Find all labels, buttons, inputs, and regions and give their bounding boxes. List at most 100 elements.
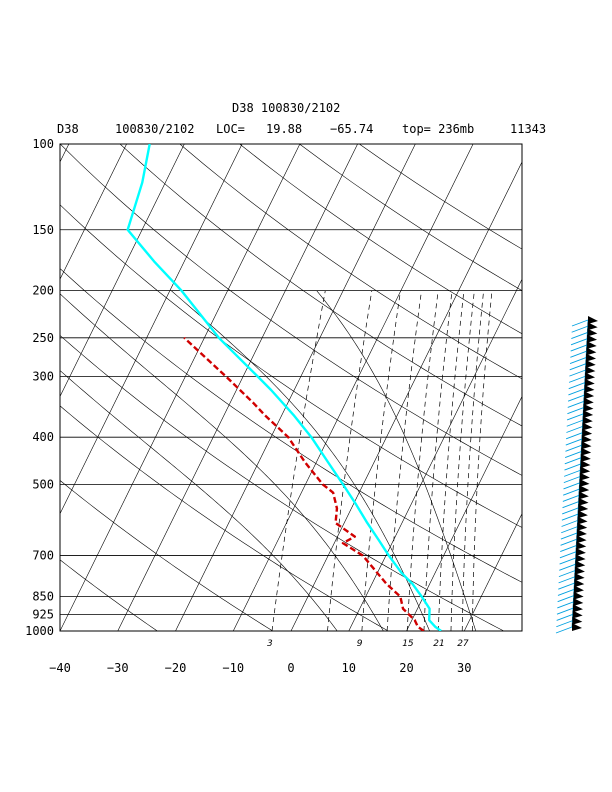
- wind-barb-shaft: [567, 407, 584, 415]
- mixing-ratio-line: [327, 290, 373, 631]
- subtitle-top: top= 236mb: [402, 122, 474, 136]
- wind-barb-pennant: [581, 441, 592, 450]
- chart-title: D38 100830/2102: [232, 101, 340, 115]
- wind-barb-pennant: [581, 435, 592, 444]
- wind-barb-shaft: [563, 482, 580, 490]
- wind-barb-pennant: [572, 623, 582, 631]
- wind-barb-pennant: [583, 409, 594, 418]
- wind-barb-shaft: [557, 601, 574, 609]
- wind-barb-pennant: [587, 328, 598, 337]
- wind-barb-shaft: [561, 526, 578, 534]
- wind-barb-pennant: [587, 322, 598, 331]
- mixing-ratio-line: [361, 290, 401, 631]
- wind-barb-shaft: [568, 388, 585, 396]
- moist-adiabat: [170, 290, 430, 631]
- dry-adiabat: [359, 144, 522, 250]
- dewpoint-profile-line: [183, 336, 425, 631]
- wind-barb-shaft: [562, 501, 579, 509]
- dry-adiabat: [60, 268, 522, 583]
- wind-barb-column: [555, 316, 598, 634]
- moist-adiabat: [316, 290, 477, 631]
- wind-barb-shaft: [563, 488, 580, 496]
- subtitle-number: 11343: [510, 122, 546, 136]
- wind-barb-shaft: [562, 495, 580, 502]
- wind-barb-pennant: [586, 347, 597, 356]
- pressure-tick-label: 850: [32, 590, 54, 604]
- wind-barb-pennant: [579, 478, 590, 487]
- wind-barb-pennant: [572, 604, 583, 613]
- wind-barb-shaft: [559, 557, 576, 565]
- wind-barb-shaft: [564, 469, 581, 477]
- temperature-axis: −40 −30 −20 −10 0 10 20 30: [49, 661, 471, 675]
- pressure-tick-label: 150: [32, 223, 54, 237]
- wind-barb-shaft: [566, 419, 583, 427]
- dry-adiabat: [299, 144, 522, 291]
- wind-barb-pennant: [575, 560, 586, 569]
- wind-barb-pennant: [576, 529, 587, 538]
- wind-barb-shaft: [564, 463, 581, 471]
- mixing-ratio-line: [423, 290, 453, 631]
- subtitle-lat: 19.88: [266, 122, 302, 136]
- wind-barb-pennant: [573, 585, 584, 594]
- wind-barb-pennant: [583, 397, 594, 406]
- wind-barb-pennant: [585, 372, 596, 381]
- mixing-ratio-label: 27: [457, 639, 469, 649]
- chart-subtitle: D38 100830/2102 LOC= 19.88 −65.74 top= 2…: [57, 122, 546, 136]
- dry-adiabat: [60, 405, 389, 631]
- subtitle-datetime: 100830/2102: [115, 122, 194, 136]
- wind-barb-pennant: [585, 366, 596, 375]
- wind-barb-pennant: [578, 491, 589, 500]
- wind-barb-shaft: [564, 451, 582, 458]
- wind-barb-shaft: [568, 375, 586, 383]
- wind-barb-shaft: [561, 520, 578, 527]
- wind-barb-pennant: [580, 453, 591, 462]
- mixing-ratio-label: 15: [402, 639, 414, 649]
- wind-barb-shaft: [560, 545, 577, 552]
- wind-barb-pennant: [576, 541, 587, 550]
- wind-barb-shaft: [565, 444, 582, 452]
- wind-barb-shaft: [566, 426, 583, 433]
- wind-barb-shaft: [556, 614, 573, 621]
- wind-barb-shaft: [569, 363, 586, 371]
- wind-barb-shaft: [562, 507, 579, 515]
- wind-barb-shaft: [555, 626, 573, 634]
- wind-barb-shaft: [569, 357, 587, 365]
- mixing-ratio-label: 3: [267, 639, 273, 649]
- wind-barb-shaft: [560, 538, 577, 546]
- wind-barb-shaft: [564, 457, 581, 465]
- wind-barb-shaft: [558, 570, 576, 578]
- wind-barb-pennant: [586, 341, 597, 350]
- wind-barb-pennant: [579, 472, 590, 481]
- wind-barb-shaft: [559, 551, 577, 559]
- wind-barb-pennant: [580, 460, 591, 469]
- temperature-tick-label: −30: [107, 661, 129, 675]
- pressure-tick-label: 1000: [25, 624, 54, 638]
- temperature-tick-label: 0: [287, 661, 294, 675]
- wind-barb-pennant: [584, 384, 595, 393]
- isotherm-line: [521, 630, 522, 631]
- isotherm-line: [348, 278, 522, 631]
- wind-barb-pennant: [586, 353, 597, 362]
- moist-adiabat: [60, 370, 338, 631]
- sounding-profiles: [126, 144, 442, 631]
- temperature-tick-label: 20: [399, 661, 413, 675]
- wind-barb-shaft: [556, 620, 573, 628]
- wind-barb-shaft: [570, 344, 587, 352]
- wind-barb-pennant: [573, 591, 584, 600]
- wind-barb-pennant: [582, 428, 593, 437]
- wind-barb-pennant: [573, 597, 584, 606]
- temperature-profile-line: [126, 144, 442, 631]
- wind-barb-shaft: [557, 588, 575, 596]
- isotherm-line: [290, 161, 522, 631]
- wind-barb-pennant: [580, 466, 591, 475]
- wind-barb-pennant: [584, 391, 595, 400]
- wind-barb-pennant: [583, 403, 594, 412]
- wind-barb-shaft: [556, 607, 574, 615]
- wind-barb-shaft: [558, 576, 575, 584]
- mixing-ratio-labels: 3 9 15 21 27: [267, 639, 469, 649]
- wind-barb-shaft: [571, 325, 588, 333]
- temperature-tick-label: 30: [457, 661, 471, 675]
- wind-barb-shaft: [568, 382, 585, 390]
- wind-barb-pennant: [578, 497, 589, 506]
